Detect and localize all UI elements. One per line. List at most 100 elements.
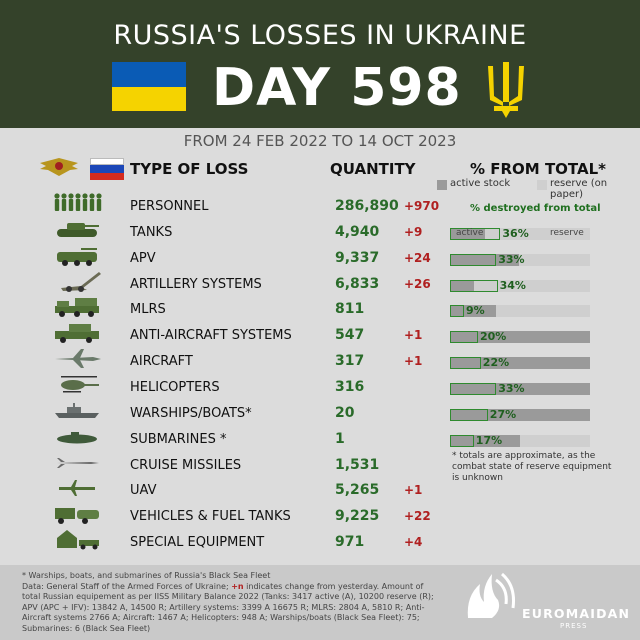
- page-title: RUSSIA'S LOSSES IN UKRAINE: [113, 20, 527, 51]
- loss-type-label: APV: [130, 250, 156, 266]
- loss-quantity: 4,940: [335, 223, 380, 240]
- loss-type-label: HELICOPTERS: [130, 379, 220, 395]
- tanks-reserve-label: reserve: [550, 227, 584, 238]
- brand-sub: PRESS: [560, 622, 588, 630]
- legend-reserve-swatch: [537, 180, 547, 190]
- active-stock-fill: [450, 279, 474, 292]
- header-banner: [0, 0, 640, 128]
- loss-type-label: WARSHIPS/BOATS*: [130, 405, 252, 421]
- loss-type-label: UAV: [130, 483, 157, 499]
- approximation-note: * totals are approximate, as the combat …: [452, 451, 612, 483]
- percent-destroyed-value: 9%: [466, 304, 485, 318]
- destroyed-share-outline: [450, 434, 474, 447]
- loss-quantity: 9,337: [335, 249, 380, 266]
- percent-bar: 33%: [450, 252, 590, 266]
- trident-icon: [488, 62, 524, 118]
- loss-quantity: 1: [335, 430, 345, 447]
- russia-flag-icon: [90, 158, 124, 180]
- legend-active-swatch: [437, 180, 447, 190]
- destroyed-share-outline: [450, 357, 481, 370]
- active-stock-fill: [450, 408, 590, 421]
- destroyed-share-outline: [450, 331, 478, 344]
- submarine-icon: [57, 431, 97, 444]
- active-stock-fill: [450, 382, 590, 395]
- loss-type-label: MLRS: [130, 302, 166, 318]
- percent-destroyed-value: 33%: [498, 252, 525, 266]
- percent-bar: 17%: [450, 433, 590, 447]
- tank-icon: [57, 222, 99, 237]
- special-equipment-icon: [57, 530, 99, 550]
- column-header-quantity: QUANTITY: [330, 160, 416, 178]
- loss-type-label: PERSONNEL: [130, 199, 209, 214]
- percent-bar: 34%: [450, 278, 590, 292]
- warship-icon: [55, 402, 99, 418]
- percent-bar: 20%: [450, 330, 590, 344]
- loss-quantity: 1,531: [335, 456, 380, 473]
- daily-change: +970: [404, 199, 440, 213]
- percent-destroyed-value: 33%: [498, 381, 525, 395]
- vehicles-icon: [55, 508, 99, 525]
- destroyed-share-outline: [450, 279, 498, 292]
- loss-type-label: ARTILLERY SYSTEMS: [130, 276, 262, 292]
- loss-quantity: 316: [335, 378, 365, 395]
- percent-destroyed-value: 27%: [489, 407, 517, 421]
- daily-change: +26: [404, 276, 431, 291]
- percent-destroyed-value: 20%: [480, 330, 507, 344]
- footer-line-1: * Warships, boats, and submarines of Rus…: [22, 571, 271, 580]
- brand-name: EUROMAIDAN: [522, 606, 631, 621]
- cruise-missile-icon: [57, 457, 99, 468]
- loss-quantity: 547: [335, 327, 365, 344]
- tanks-active-label: active: [456, 227, 484, 238]
- percent-bar: 9%: [450, 304, 590, 318]
- active-stock-fill: [450, 434, 520, 447]
- loss-type-label: ANTI-AIRCRAFT SYSTEMS: [130, 328, 292, 344]
- daily-change: +24: [404, 250, 431, 265]
- loss-quantity: 971: [335, 534, 365, 551]
- euromaidan-logo-icon: [467, 572, 515, 618]
- daily-change: +22: [404, 509, 431, 524]
- destroyed-label: % destroyed from total: [470, 203, 601, 214]
- column-header-percent: % FROM TOTAL*: [470, 160, 607, 178]
- artillery-icon: [61, 271, 101, 292]
- percent-bar: 36% active reserve: [450, 226, 590, 240]
- loss-quantity: 286,890: [335, 198, 399, 214]
- loss-quantity: 9,225: [335, 508, 380, 525]
- loss-quantity: 20: [335, 404, 355, 421]
- footer-sources: * Warships, boats, and submarines of Rus…: [22, 571, 442, 634]
- helicopter-icon: [61, 375, 99, 393]
- active-stock-fill: [450, 357, 590, 370]
- percent-destroyed-value: 17%: [475, 433, 503, 447]
- daily-change: +1: [404, 483, 423, 498]
- percent-bar: 33%: [450, 381, 590, 395]
- destroyed-share-outline: [450, 253, 497, 266]
- daily-change: +9: [404, 224, 423, 239]
- loss-quantity: 317: [335, 353, 365, 370]
- percent-bar: 22%: [450, 356, 590, 370]
- loss-type-label: SUBMARINES *: [130, 431, 227, 447]
- percent-destroyed-value: 34%: [499, 278, 526, 292]
- destroyed-share-outline: [450, 305, 464, 318]
- percent-destroyed-value: 36%: [502, 226, 529, 240]
- destroyed-share-outline: [450, 382, 497, 395]
- active-stock-fill: [450, 331, 590, 344]
- loss-quantity: 6,833: [335, 275, 380, 292]
- footer: [0, 565, 640, 640]
- legend-reserve-label: reserve (on paper): [550, 178, 608, 200]
- loss-type-label: VEHICLES & FUEL TANKS: [130, 509, 291, 525]
- percent-bar: 27%: [450, 407, 590, 421]
- loss-type-label: SPECIAL EQUIPMENT: [130, 535, 265, 551]
- active-stock-fill: [450, 253, 519, 266]
- daily-change: +4: [404, 535, 423, 550]
- active-stock-fill: [450, 227, 485, 240]
- legend-active-label: active stock: [450, 178, 511, 189]
- soldiers-icon: [54, 193, 102, 211]
- apv-icon: [57, 247, 97, 266]
- day-counter: DAY 598: [212, 58, 462, 118]
- loss-type-label: CRUISE MISSILES: [130, 457, 242, 473]
- russian-mod-emblem-icon: [40, 158, 78, 176]
- date-range: FROM 24 FEB 2022 TO 14 OCT 2023: [183, 132, 457, 150]
- percent-destroyed-value: 22%: [482, 356, 510, 370]
- active-stock-fill: [450, 305, 497, 318]
- destroyed-share-outline: [450, 408, 488, 421]
- daily-change: +1: [404, 354, 423, 369]
